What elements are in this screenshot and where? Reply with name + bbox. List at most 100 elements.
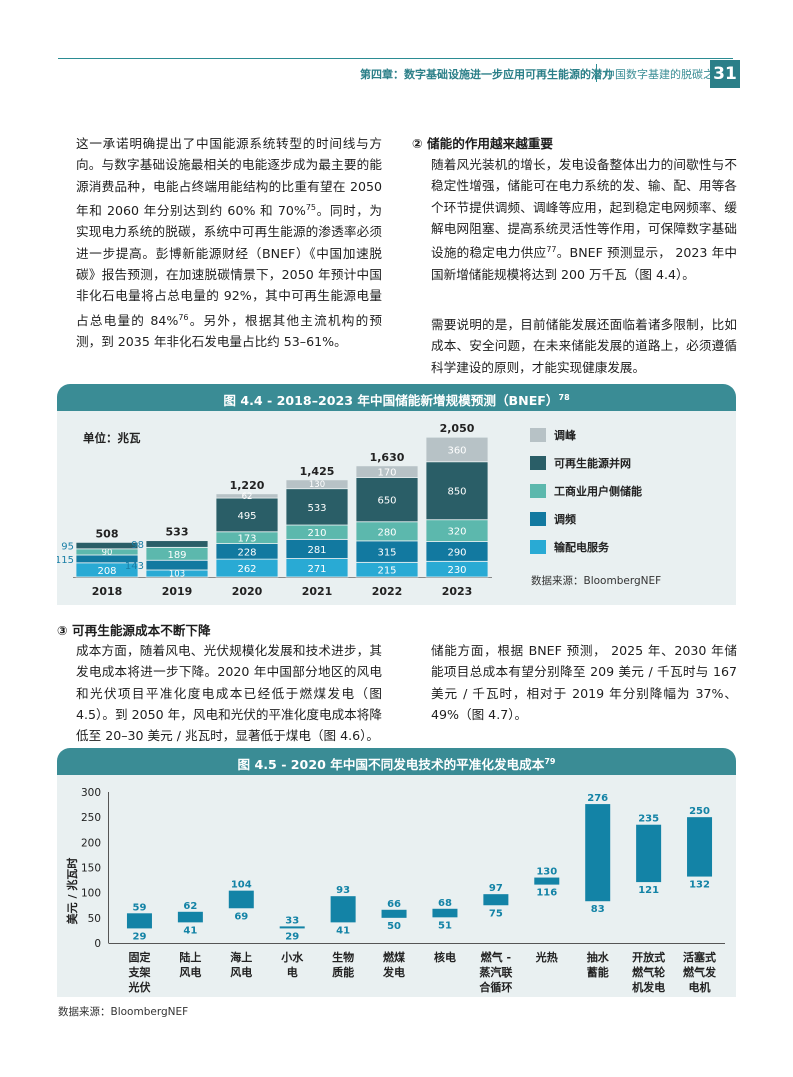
year-label: 2023 xyxy=(442,585,473,598)
legend-swatch xyxy=(530,456,546,470)
header-rule xyxy=(58,58,733,59)
figure-4-4-panel: 单位：兆瓦 208 115 90 95 508 2018 103 143 189 98 533 201… xyxy=(55,411,736,605)
year-label: 2022 xyxy=(372,585,403,598)
category-label: 蓄能 xyxy=(587,965,609,979)
low-value-label: 121 xyxy=(638,885,659,896)
high-value-label: 130 xyxy=(536,867,557,878)
high-value-label: 97 xyxy=(489,883,503,894)
category-label: 开放式 xyxy=(632,950,665,964)
cost-range-bar xyxy=(279,926,305,929)
cost-range-bar xyxy=(381,909,407,918)
bar-segment xyxy=(215,497,279,533)
high-value-label: 250 xyxy=(689,806,710,817)
high-value-label: 104 xyxy=(231,880,252,891)
low-value-label: 29 xyxy=(285,931,299,942)
segment-label: 130 xyxy=(309,480,325,490)
segment-label: 62 xyxy=(242,492,253,502)
category-label: 燃气 - xyxy=(480,950,511,964)
category-label: 小水 xyxy=(280,950,304,964)
segment-label: 280 xyxy=(377,527,396,538)
segment-label: 90 xyxy=(102,548,113,558)
category-label: 机发电 xyxy=(632,980,665,994)
intro-paragraph: 这一承诺明确提出了中国能源系统转型的时间线与方向。与数字基础设施最相关的电能逐步… xyxy=(76,136,382,350)
segment-label: 533 xyxy=(307,503,326,514)
storage-paragraph: 随着风光装机的增长，发电设备整体出力的间歇性与不稳定性增强，储能可在电力系统的发… xyxy=(431,157,738,282)
total-label: 508 xyxy=(96,527,119,540)
total-label: 533 xyxy=(166,526,189,539)
low-value-label: 50 xyxy=(387,921,401,932)
low-value-label: 75 xyxy=(489,908,503,919)
legend-swatch xyxy=(530,428,546,442)
figure-4-5-source: 数据来源：BloombergNEF xyxy=(58,1006,189,1018)
segment-label: 143 xyxy=(125,561,144,572)
year-label: 2018 xyxy=(92,585,123,598)
bar-segment xyxy=(145,540,209,548)
segment-label: 230 xyxy=(447,565,466,576)
footnote-ref: 78 xyxy=(558,393,570,402)
total-label: 1,630 xyxy=(370,451,405,464)
range-bar-chart: 0 50 100 150 200 250 300 59 29 62 41 104 69 33 29 93 41… xyxy=(65,787,725,994)
low-value-label: 51 xyxy=(438,920,452,931)
y-axis-label: 美元 / 兆瓦时 xyxy=(65,858,79,925)
cost-range-bar xyxy=(432,908,458,918)
figure-4-5-title: 图 4.5 - 2020 年中国不同发电技术的平准化发电成本79 xyxy=(57,748,736,775)
cost-range-bar xyxy=(534,877,560,885)
high-value-label: 93 xyxy=(336,885,350,896)
page-number: 31 xyxy=(710,60,740,88)
y-tick-label: 150 xyxy=(81,863,101,875)
category-label: 光伏 xyxy=(127,980,150,994)
segment-label: 495 xyxy=(237,511,256,522)
segment-label: 215 xyxy=(377,566,396,577)
total-label: 1,220 xyxy=(230,479,265,492)
bar-segment xyxy=(145,559,209,571)
footnote-ref: 79 xyxy=(544,757,556,766)
footnote-ref: 76 xyxy=(178,312,189,322)
category-label: 发电 xyxy=(382,965,405,979)
total-label: 2,050 xyxy=(440,422,475,435)
segment-label: 262 xyxy=(237,564,256,575)
segment-label: 103 xyxy=(169,569,185,579)
bar-segment xyxy=(355,465,419,478)
bar-segment xyxy=(215,493,279,499)
category-label: 核电 xyxy=(434,950,456,964)
y-tick-label: 50 xyxy=(88,913,101,925)
segment-label: 98 xyxy=(131,540,144,551)
unit-label: 单位：兆瓦 xyxy=(83,431,141,445)
legend-label: 调峰 xyxy=(554,428,577,442)
bar-segment xyxy=(425,461,489,521)
segment-label: 320 xyxy=(447,527,466,538)
category-label: 支架 xyxy=(127,965,150,979)
bar-segment xyxy=(75,541,139,550)
storage-limits-paragraph: 需要说明的是，目前储能发展还面临着诸多限制，比如成本、安全问题，在未来储能发展的… xyxy=(431,317,737,375)
cost-range-bar xyxy=(585,804,611,902)
segment-label: 173 xyxy=(237,534,256,545)
high-value-label: 66 xyxy=(387,899,401,910)
category-label: 燃气轮 xyxy=(631,965,665,979)
section-title-cost: ③ 可再生能源成本不断下降 xyxy=(57,623,211,638)
legend-swatch xyxy=(530,540,546,554)
segment-label: 290 xyxy=(447,547,466,558)
high-value-label: 276 xyxy=(587,793,608,804)
segment-label: 208 xyxy=(97,566,116,577)
bar-segment xyxy=(425,436,489,463)
stacked-bar-chart: 单位：兆瓦 208 115 90 95 508 2018 103 143 189 98 533 201… xyxy=(55,422,661,598)
y-tick-label: 100 xyxy=(81,888,101,900)
high-value-label: 68 xyxy=(438,898,452,909)
low-value-label: 132 xyxy=(689,880,710,891)
y-tick-label: 200 xyxy=(81,837,101,849)
segment-label: 650 xyxy=(377,496,396,507)
segment-label: 271 xyxy=(307,564,326,575)
legend-label: 可再生能源并网 xyxy=(554,456,631,470)
header-separator xyxy=(596,64,597,82)
segment-label: 281 xyxy=(307,545,326,556)
bar-segment xyxy=(285,479,349,490)
y-tick-label: 250 xyxy=(81,812,101,824)
segment-label: 228 xyxy=(237,547,256,558)
total-label: 1,425 xyxy=(300,465,335,478)
segment-label: 170 xyxy=(377,468,396,479)
y-tick-label: 0 xyxy=(94,938,101,950)
category-label: 生物 xyxy=(332,950,354,964)
legend-label: 工商业用户侧储能 xyxy=(554,484,642,498)
segment-label: 115 xyxy=(57,555,74,566)
legend-label: 调频 xyxy=(554,512,576,526)
